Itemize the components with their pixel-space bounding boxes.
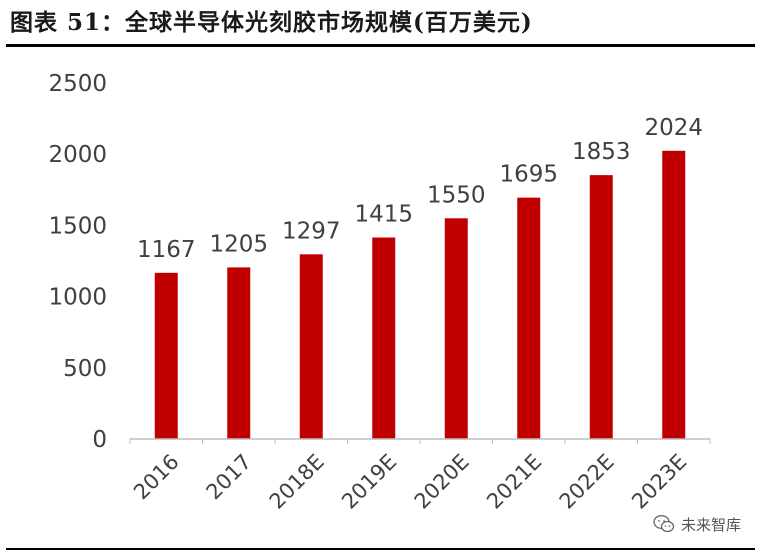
title-divider: [6, 44, 755, 47]
y-tick-label: 2000: [48, 142, 107, 168]
bar-value-label: 1550: [427, 182, 486, 208]
bar-series: [154, 150, 686, 439]
bar: [372, 237, 396, 439]
x-tick-label: 2018E: [265, 450, 329, 514]
x-tick-label: 2021E: [482, 450, 546, 514]
bar: [299, 254, 323, 439]
watermark-text: 未来智库: [680, 515, 741, 534]
y-tick-label: 1500: [48, 213, 107, 239]
wechat-icon: [653, 515, 675, 533]
y-axis: 0 500 1000 1500 2000 2500: [48, 71, 107, 453]
y-tick-label: 2500: [48, 71, 107, 97]
bar: [517, 197, 541, 439]
bar-value-label: 1167: [137, 237, 196, 263]
x-tick-label: 2017: [202, 450, 257, 505]
data-labels: 1167 1205 1297 1415 1550 1695 1853 2024: [137, 115, 703, 263]
bar-value-label: 1205: [209, 231, 268, 257]
bar-value-label: 1695: [499, 162, 558, 188]
bar-value-label: 2024: [644, 115, 703, 141]
bar: [662, 150, 686, 439]
x-tick-label: 2019E: [337, 450, 401, 514]
y-tick-label: 1000: [48, 285, 107, 311]
watermark: 未来智库: [653, 512, 741, 536]
x-axis: 2016 2017 2018E 2019E 2020E 2021E 2022E 2023E: [129, 438, 711, 514]
x-tick-label: 2016: [129, 450, 184, 505]
bar-value-label: 1853: [572, 139, 631, 165]
bar: [444, 218, 468, 439]
x-tick-label: 2020E: [410, 450, 474, 514]
x-tick-label: 2022E: [555, 450, 619, 514]
bar-value-label: 1297: [282, 218, 341, 244]
x-tick-label: 2023E: [627, 450, 691, 514]
bar-value-label: 1415: [354, 202, 413, 228]
bottom-divider: [6, 548, 755, 550]
bar: [227, 267, 251, 439]
figure-title: 图表 51：全球半导体光刻胶市场规模(百万美元): [10, 9, 533, 36]
bar: [589, 175, 613, 439]
y-tick-label: 500: [63, 356, 107, 382]
bar: [154, 272, 178, 439]
y-tick-label: 0: [92, 427, 107, 453]
